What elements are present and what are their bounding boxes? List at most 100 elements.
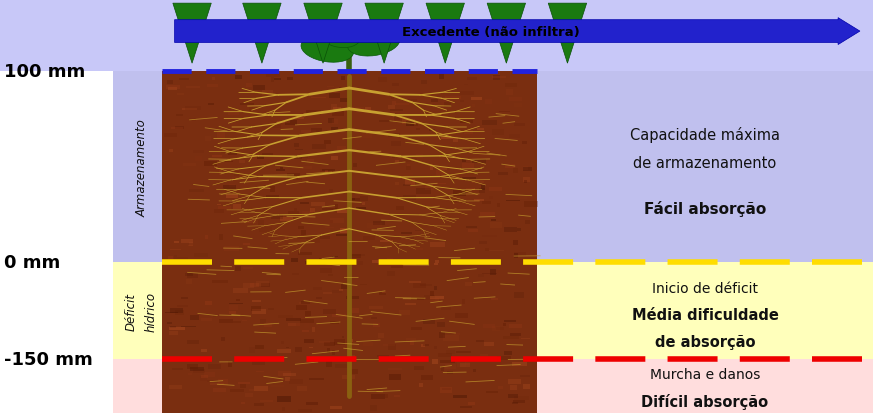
- Bar: [304, 323, 309, 328]
- Bar: [493, 76, 500, 81]
- Bar: [462, 164, 474, 169]
- Bar: [484, 342, 494, 347]
- Bar: [440, 387, 452, 393]
- Bar: [324, 141, 331, 145]
- Bar: [172, 368, 182, 370]
- Bar: [512, 362, 527, 366]
- Bar: [279, 158, 283, 161]
- Bar: [215, 209, 224, 214]
- Bar: [520, 338, 530, 339]
- Bar: [425, 120, 439, 122]
- Bar: [443, 336, 458, 341]
- Bar: [201, 318, 212, 321]
- Bar: [181, 297, 188, 299]
- Bar: [470, 148, 477, 152]
- Bar: [471, 104, 475, 107]
- Bar: [200, 376, 207, 382]
- Bar: [298, 252, 313, 255]
- Bar: [473, 199, 484, 202]
- Bar: [514, 253, 519, 259]
- Bar: [319, 259, 327, 261]
- Bar: [292, 274, 299, 275]
- Bar: [460, 91, 473, 95]
- Bar: [219, 235, 223, 240]
- Bar: [241, 221, 256, 223]
- Bar: [361, 134, 373, 138]
- Bar: [170, 128, 183, 129]
- Bar: [363, 343, 373, 346]
- Bar: [306, 160, 314, 163]
- Bar: [350, 199, 360, 202]
- Bar: [513, 292, 524, 298]
- Text: 0 mm: 0 mm: [4, 253, 60, 271]
- Bar: [326, 171, 328, 173]
- Bar: [476, 260, 482, 262]
- Bar: [509, 324, 522, 328]
- Bar: [204, 161, 217, 167]
- Bar: [170, 249, 181, 251]
- Bar: [437, 353, 452, 357]
- Bar: [237, 173, 240, 175]
- Bar: [287, 78, 292, 81]
- Bar: [330, 221, 333, 224]
- Bar: [537, 262, 873, 359]
- Bar: [327, 86, 334, 88]
- Bar: [498, 112, 510, 113]
- Bar: [320, 268, 332, 273]
- Text: Excedente (não infiltra): Excedente (não infiltra): [402, 26, 580, 38]
- Bar: [518, 198, 526, 199]
- Bar: [423, 320, 435, 325]
- Polygon shape: [548, 4, 587, 64]
- Bar: [277, 121, 290, 123]
- Bar: [471, 181, 484, 184]
- Text: de armazenamento: de armazenamento: [633, 156, 777, 171]
- Bar: [193, 369, 205, 373]
- Bar: [368, 306, 383, 309]
- Bar: [295, 149, 303, 151]
- Bar: [257, 371, 264, 372]
- Bar: [187, 364, 198, 369]
- Bar: [0, 0, 873, 72]
- Bar: [217, 204, 221, 206]
- Bar: [514, 123, 525, 126]
- Bar: [467, 78, 478, 81]
- Bar: [482, 121, 497, 126]
- Bar: [479, 189, 485, 194]
- Polygon shape: [487, 4, 526, 64]
- Bar: [411, 327, 422, 330]
- Bar: [378, 78, 387, 83]
- Bar: [322, 209, 337, 211]
- Bar: [463, 299, 465, 305]
- Bar: [453, 138, 458, 142]
- Bar: [221, 338, 225, 341]
- Bar: [357, 262, 363, 266]
- Bar: [399, 174, 413, 176]
- Bar: [477, 128, 484, 131]
- Bar: [265, 74, 280, 77]
- Bar: [430, 299, 439, 302]
- Bar: [508, 379, 521, 384]
- Text: Murcha e danos: Murcha e danos: [650, 367, 760, 381]
- Bar: [482, 236, 497, 237]
- Bar: [472, 158, 479, 159]
- Bar: [335, 205, 339, 209]
- Bar: [482, 273, 497, 275]
- Bar: [434, 287, 437, 290]
- Bar: [321, 92, 336, 94]
- Bar: [512, 402, 518, 404]
- Bar: [478, 274, 485, 278]
- Bar: [400, 311, 410, 316]
- Bar: [388, 344, 396, 350]
- Bar: [331, 157, 338, 161]
- Bar: [293, 178, 302, 180]
- Bar: [381, 240, 394, 242]
- Bar: [201, 349, 208, 352]
- Bar: [332, 290, 342, 293]
- Bar: [221, 161, 232, 163]
- Bar: [277, 396, 291, 402]
- Bar: [312, 327, 315, 332]
- Bar: [311, 128, 321, 133]
- Bar: [243, 320, 247, 322]
- Bar: [424, 186, 435, 190]
- Bar: [271, 125, 281, 128]
